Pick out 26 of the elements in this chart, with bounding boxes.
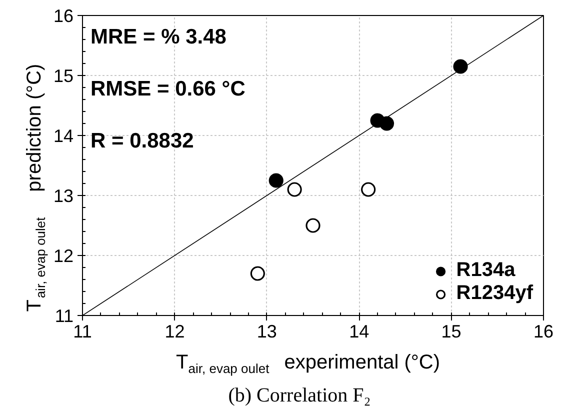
- y-tick-label: 16: [53, 6, 74, 26]
- text: Tair, evap oulet prediction (°C): [24, 64, 48, 312]
- x-tick-label: 15: [441, 322, 462, 342]
- y-tick-label: 15: [53, 66, 74, 86]
- y-tick-label: 12: [53, 246, 74, 266]
- point: [379, 116, 394, 131]
- x-tick-label: 14: [349, 322, 370, 342]
- point: [268, 173, 284, 188]
- point: [306, 218, 320, 233]
- x-tick-label: 11: [73, 322, 92, 342]
- x-tick-label: 12: [164, 322, 185, 342]
- point: [453, 59, 468, 74]
- text: (b) Correlation F₂: [228, 384, 371, 406]
- y-tick-label: 11: [54, 306, 74, 326]
- point: [250, 266, 265, 281]
- x-tick-label: 13: [256, 322, 277, 342]
- x-tick-label: 16: [533, 322, 554, 342]
- point: [361, 182, 376, 197]
- legend-label: R1234yf: [456, 282, 533, 305]
- y-tick-label: 14: [53, 126, 74, 146]
- annotation: RMSE = 0.66 °C: [90, 78, 246, 100]
- point: [287, 182, 302, 197]
- annotation: R = 0.8832: [90, 130, 194, 152]
- y-tick-label: 13: [53, 186, 74, 206]
- legend-label: R134a: [456, 259, 516, 282]
- annotation: MRE = % 3.48: [90, 26, 227, 48]
